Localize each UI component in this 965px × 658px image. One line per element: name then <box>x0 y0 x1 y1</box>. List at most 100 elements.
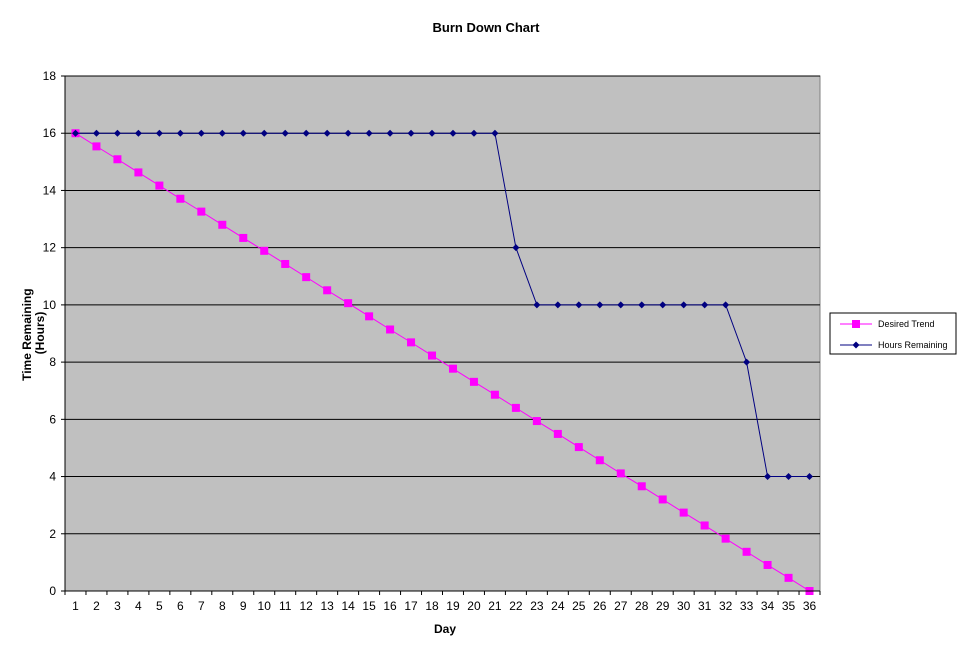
y-axis-title-line-2: (Hours) <box>33 312 47 355</box>
y-axis-title: Time Remaining (Hours) <box>20 285 47 381</box>
data-point-desired-trend <box>448 364 457 373</box>
x-tick-label: 14 <box>341 599 355 613</box>
x-tick-label: 20 <box>467 599 481 613</box>
legend-label: Desired Trend <box>878 319 935 329</box>
data-point-hours-remaining <box>449 129 457 137</box>
x-tick-label: 18 <box>425 599 439 613</box>
x-tick-label: 22 <box>509 599 523 613</box>
gridlines <box>65 75 820 535</box>
data-point-desired-trend <box>742 547 751 556</box>
legend-label: Hours Remaining <box>878 340 948 350</box>
x-tick-label: 21 <box>488 599 502 613</box>
data-point-desired-trend <box>92 142 101 151</box>
x-tick-label: 11 <box>279 599 292 613</box>
data-point-hours-remaining <box>92 129 100 137</box>
data-point-hours-remaining <box>785 473 793 481</box>
data-point-hours-remaining <box>134 129 142 137</box>
x-tick-label: 29 <box>656 599 670 613</box>
data-point-hours-remaining <box>533 301 541 309</box>
data-point-hours-remaining <box>281 129 289 137</box>
y-tick-label: 18 <box>43 69 57 83</box>
x-tick-label: 35 <box>782 599 796 613</box>
data-point-desired-trend <box>302 273 311 282</box>
y-tick-label: 16 <box>43 126 57 140</box>
x-tick-label: 28 <box>635 599 649 613</box>
data-point-hours-remaining <box>113 129 121 137</box>
x-tick-label: 7 <box>198 599 205 613</box>
data-point-desired-trend <box>344 299 353 308</box>
data-point-desired-trend <box>239 233 248 242</box>
y-tick-label: 10 <box>43 298 57 312</box>
data-point-desired-trend <box>763 560 772 569</box>
data-point-desired-trend <box>784 573 793 582</box>
data-point-hours-remaining <box>302 129 310 137</box>
x-tick-label: 33 <box>740 599 754 613</box>
series-desired-trend <box>71 129 814 595</box>
data-point-desired-trend <box>679 508 688 517</box>
y-tick-label: 4 <box>49 470 56 484</box>
data-point-desired-trend <box>637 482 646 491</box>
data-point-desired-trend <box>574 443 583 452</box>
data-point-hours-remaining <box>71 129 79 137</box>
data-point-desired-trend <box>365 312 374 321</box>
x-tick-label: 12 <box>300 599 314 613</box>
x-tick-label: 2 <box>93 599 100 613</box>
data-point-hours-remaining <box>218 129 226 137</box>
data-point-desired-trend <box>218 220 227 229</box>
x-tick-label: 8 <box>219 599 226 613</box>
x-tick-label: 13 <box>320 599 334 613</box>
data-point-desired-trend <box>113 155 122 164</box>
data-point-hours-remaining <box>596 301 604 309</box>
x-axis-title: Day <box>434 622 456 636</box>
data-point-hours-remaining <box>323 129 331 137</box>
plot-area <box>64 75 821 592</box>
data-point-hours-remaining <box>659 301 667 309</box>
data-point-desired-trend <box>134 168 143 177</box>
y-tick-label: 2 <box>49 527 56 541</box>
data-point-desired-trend <box>553 429 562 438</box>
data-point-hours-remaining <box>155 129 163 137</box>
data-point-hours-remaining <box>701 301 709 309</box>
x-tick-label: 36 <box>803 599 817 613</box>
y-tick-label: 14 <box>43 183 57 197</box>
data-point-desired-trend <box>260 246 269 255</box>
data-point-hours-remaining <box>554 301 562 309</box>
data-point-desired-trend <box>323 286 332 295</box>
data-point-hours-remaining <box>386 129 394 137</box>
x-tick-label: 26 <box>593 599 607 613</box>
x-tick-label: 17 <box>404 599 418 613</box>
data-point-hours-remaining <box>743 358 751 366</box>
data-point-desired-trend <box>407 338 416 347</box>
data-point-hours-remaining <box>491 129 499 137</box>
data-point-hours-remaining <box>680 301 688 309</box>
x-tick-label: 31 <box>698 599 712 613</box>
data-point-desired-trend <box>176 194 185 203</box>
x-tick-label: 16 <box>383 599 397 613</box>
legend-item-desired-trend: Desired Trend <box>840 319 935 329</box>
data-point-desired-trend <box>532 417 541 426</box>
x-tick-label: 25 <box>572 599 586 613</box>
x-tick-label: 3 <box>114 599 121 613</box>
x-tick-label: 10 <box>258 599 272 613</box>
data-point-desired-trend <box>428 351 437 360</box>
data-point-hours-remaining <box>470 129 478 137</box>
data-point-desired-trend <box>490 390 499 399</box>
legend-swatch-marker <box>852 341 860 349</box>
data-point-hours-remaining <box>176 129 184 137</box>
x-tick-label: 30 <box>677 599 691 613</box>
data-point-desired-trend <box>658 495 667 504</box>
x-tick-label: 23 <box>530 599 544 613</box>
data-point-hours-remaining <box>428 129 436 137</box>
data-point-hours-remaining <box>638 301 646 309</box>
data-point-hours-remaining <box>512 244 520 252</box>
x-tick-label: 24 <box>551 599 565 613</box>
data-point-hours-remaining <box>407 129 415 137</box>
data-point-desired-trend <box>155 181 164 190</box>
data-point-hours-remaining <box>365 129 373 137</box>
data-point-hours-remaining <box>764 473 772 481</box>
series-layer <box>71 129 814 595</box>
legend: Desired Trend Hours Remaining <box>829 312 957 355</box>
legend-swatch-marker <box>852 320 860 328</box>
data-point-hours-remaining <box>617 301 625 309</box>
